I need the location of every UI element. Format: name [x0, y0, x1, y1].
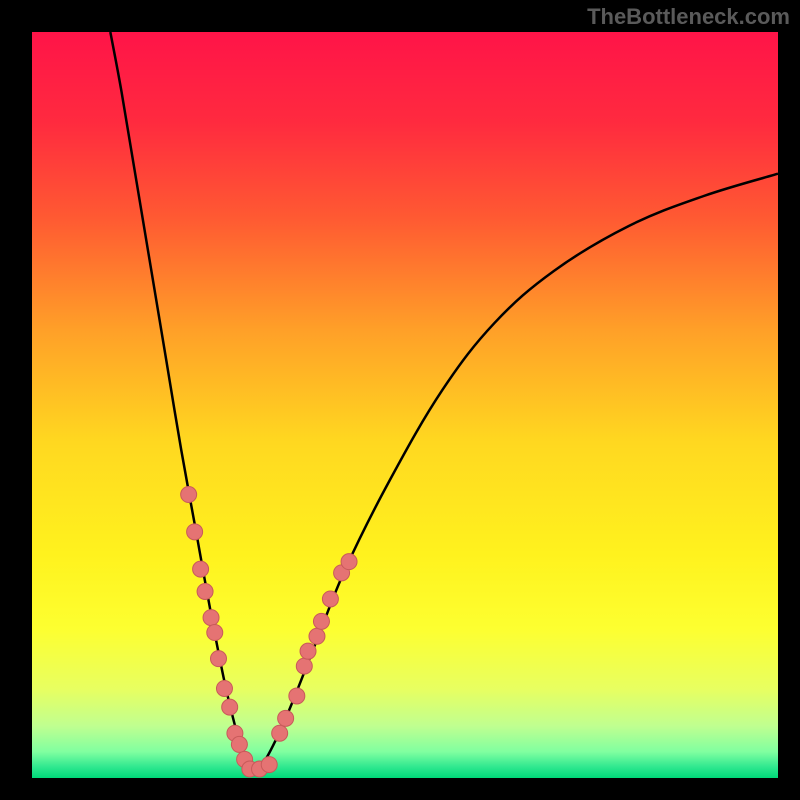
data-marker: [222, 699, 238, 715]
frame-left: [0, 0, 32, 800]
data-marker: [197, 584, 213, 600]
data-marker: [322, 591, 338, 607]
data-marker: [216, 680, 232, 696]
data-marker: [203, 610, 219, 626]
watermark-text: TheBottleneck.com: [587, 4, 790, 30]
data-marker: [309, 628, 325, 644]
data-marker: [289, 688, 305, 704]
data-marker: [181, 487, 197, 503]
bottleneck-curve: [110, 32, 778, 775]
frame-right: [778, 0, 800, 800]
chart-overlay: [0, 0, 800, 800]
data-marker: [187, 524, 203, 540]
frame-bottom: [0, 778, 800, 800]
chart-container: TheBottleneck.com: [0, 0, 800, 800]
data-marker: [207, 625, 223, 641]
data-marker: [272, 725, 288, 741]
data-marker: [211, 651, 227, 667]
data-marker: [193, 561, 209, 577]
data-markers: [181, 487, 357, 778]
data-marker: [313, 613, 329, 629]
data-marker: [261, 757, 277, 773]
data-marker: [231, 736, 247, 752]
data-marker: [300, 643, 316, 659]
data-marker: [278, 710, 294, 726]
data-marker: [341, 554, 357, 570]
data-marker: [296, 658, 312, 674]
